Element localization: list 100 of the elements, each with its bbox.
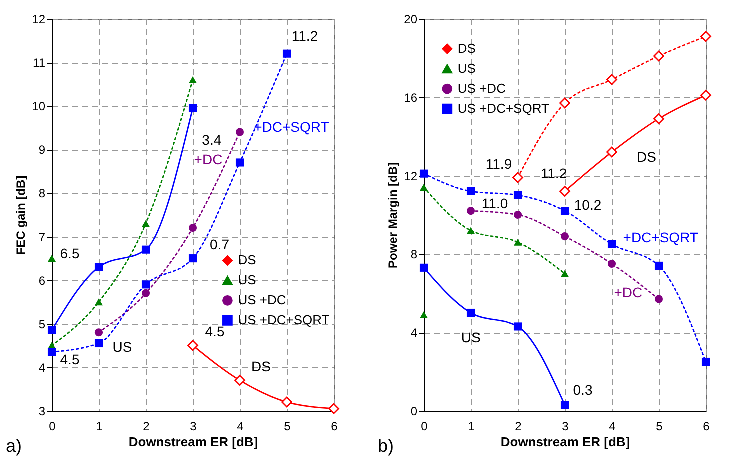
annotation: 4.5 <box>60 352 80 368</box>
legend-label: US <box>238 272 257 288</box>
y-tick-label: 9 <box>38 143 46 158</box>
x-tick-label: 5 <box>656 420 664 434</box>
annotation: 3.4 <box>202 132 222 148</box>
annotation: 11.9 <box>486 156 512 172</box>
annotation: 0.3 <box>573 382 593 398</box>
point <box>282 50 292 58</box>
point <box>608 260 616 268</box>
point <box>654 50 664 62</box>
x-tick-label: 2 <box>515 420 522 434</box>
point <box>514 210 522 220</box>
point <box>560 98 570 109</box>
y-tick-label: 3 <box>38 404 46 418</box>
point <box>188 76 198 84</box>
legend-label: US <box>458 61 476 76</box>
point <box>466 308 476 318</box>
point <box>700 90 712 101</box>
annotation: 11.0 <box>482 195 508 212</box>
point <box>514 238 522 246</box>
legend-label: US +DC+SQRT <box>238 312 330 328</box>
point <box>420 184 428 192</box>
x-axis-title: Downstream ER [dB] <box>128 434 258 450</box>
point <box>466 227 476 234</box>
point <box>560 401 570 410</box>
point <box>48 255 56 262</box>
annotation: DS <box>637 149 657 166</box>
x-tick-label: 3 <box>562 420 570 434</box>
point <box>48 326 56 334</box>
point <box>234 375 246 386</box>
legend-label: US +DC+SQRT <box>458 101 550 116</box>
point <box>188 340 198 352</box>
y-tick-label: 4 <box>38 360 46 375</box>
annotation: DS <box>252 358 271 374</box>
point <box>560 270 570 278</box>
point <box>560 232 570 241</box>
x-tick-label: 6 <box>703 420 710 434</box>
point <box>700 31 712 42</box>
point <box>514 191 522 200</box>
x-tick-label: 4 <box>237 420 244 434</box>
y-tick-label: 7 <box>38 230 46 244</box>
point <box>420 264 428 272</box>
y-tick-label: 0 <box>410 404 418 418</box>
point <box>702 358 710 366</box>
annotation: US <box>461 329 481 346</box>
annotation: 4.5 <box>205 324 225 340</box>
point <box>142 246 150 254</box>
y-tick-label: 12 <box>404 169 418 184</box>
y-tick-label: 8 <box>38 186 46 201</box>
x-tick-label: 5 <box>284 420 292 434</box>
point <box>560 186 570 197</box>
y-tick-label: 20 <box>404 12 418 26</box>
y-tick-label: 12 <box>32 12 46 26</box>
point <box>142 220 150 228</box>
point <box>94 298 104 306</box>
x-axis-title: Downstream ER [dB] <box>500 434 630 450</box>
point <box>608 240 616 248</box>
x-tick-label: 3 <box>190 420 198 434</box>
point <box>606 74 618 86</box>
legend-label: DS <box>458 41 476 56</box>
annotation: +DC+SQRT <box>623 230 699 246</box>
annotation: US <box>112 338 132 355</box>
text: b) <box>378 436 394 456</box>
x-tick-label: 2 <box>143 420 150 434</box>
point <box>188 224 198 232</box>
point <box>420 311 428 318</box>
point <box>142 280 150 289</box>
point <box>654 262 664 270</box>
y-tick-label: 16 <box>404 90 418 105</box>
annotation: 11.2 <box>540 165 568 182</box>
point <box>236 128 244 136</box>
y-axis-title: Power Margin [dB] <box>386 162 400 269</box>
point <box>328 403 340 414</box>
legend-label: US +DC <box>458 81 506 96</box>
annotation: 0.7 <box>210 236 230 253</box>
point <box>94 339 104 348</box>
point <box>560 207 570 216</box>
x-tick-label: 0 <box>421 420 428 434</box>
x-tick-label: 4 <box>609 420 616 434</box>
x-tick-label: 0 <box>49 420 56 434</box>
point <box>282 396 292 408</box>
y-tick-label: 5 <box>38 317 46 332</box>
y-tick-label: 8 <box>410 248 418 262</box>
point <box>188 254 198 263</box>
y-tick-label: 11 <box>33 56 46 70</box>
point <box>654 114 664 124</box>
y-tick-label: 4 <box>410 326 418 340</box>
point <box>606 146 618 158</box>
annotation: +DC+SQRT <box>254 118 330 135</box>
annotation: 6.5 <box>60 246 80 262</box>
point <box>420 170 428 178</box>
point <box>188 104 198 112</box>
point <box>94 263 104 272</box>
point <box>236 158 244 167</box>
text: a) <box>6 436 22 456</box>
annotation: +DC <box>194 152 223 168</box>
x-tick-label: 6 <box>331 420 338 434</box>
annotation: +DC <box>614 284 643 300</box>
point <box>466 187 476 196</box>
legend-label: US +DC <box>238 292 286 308</box>
